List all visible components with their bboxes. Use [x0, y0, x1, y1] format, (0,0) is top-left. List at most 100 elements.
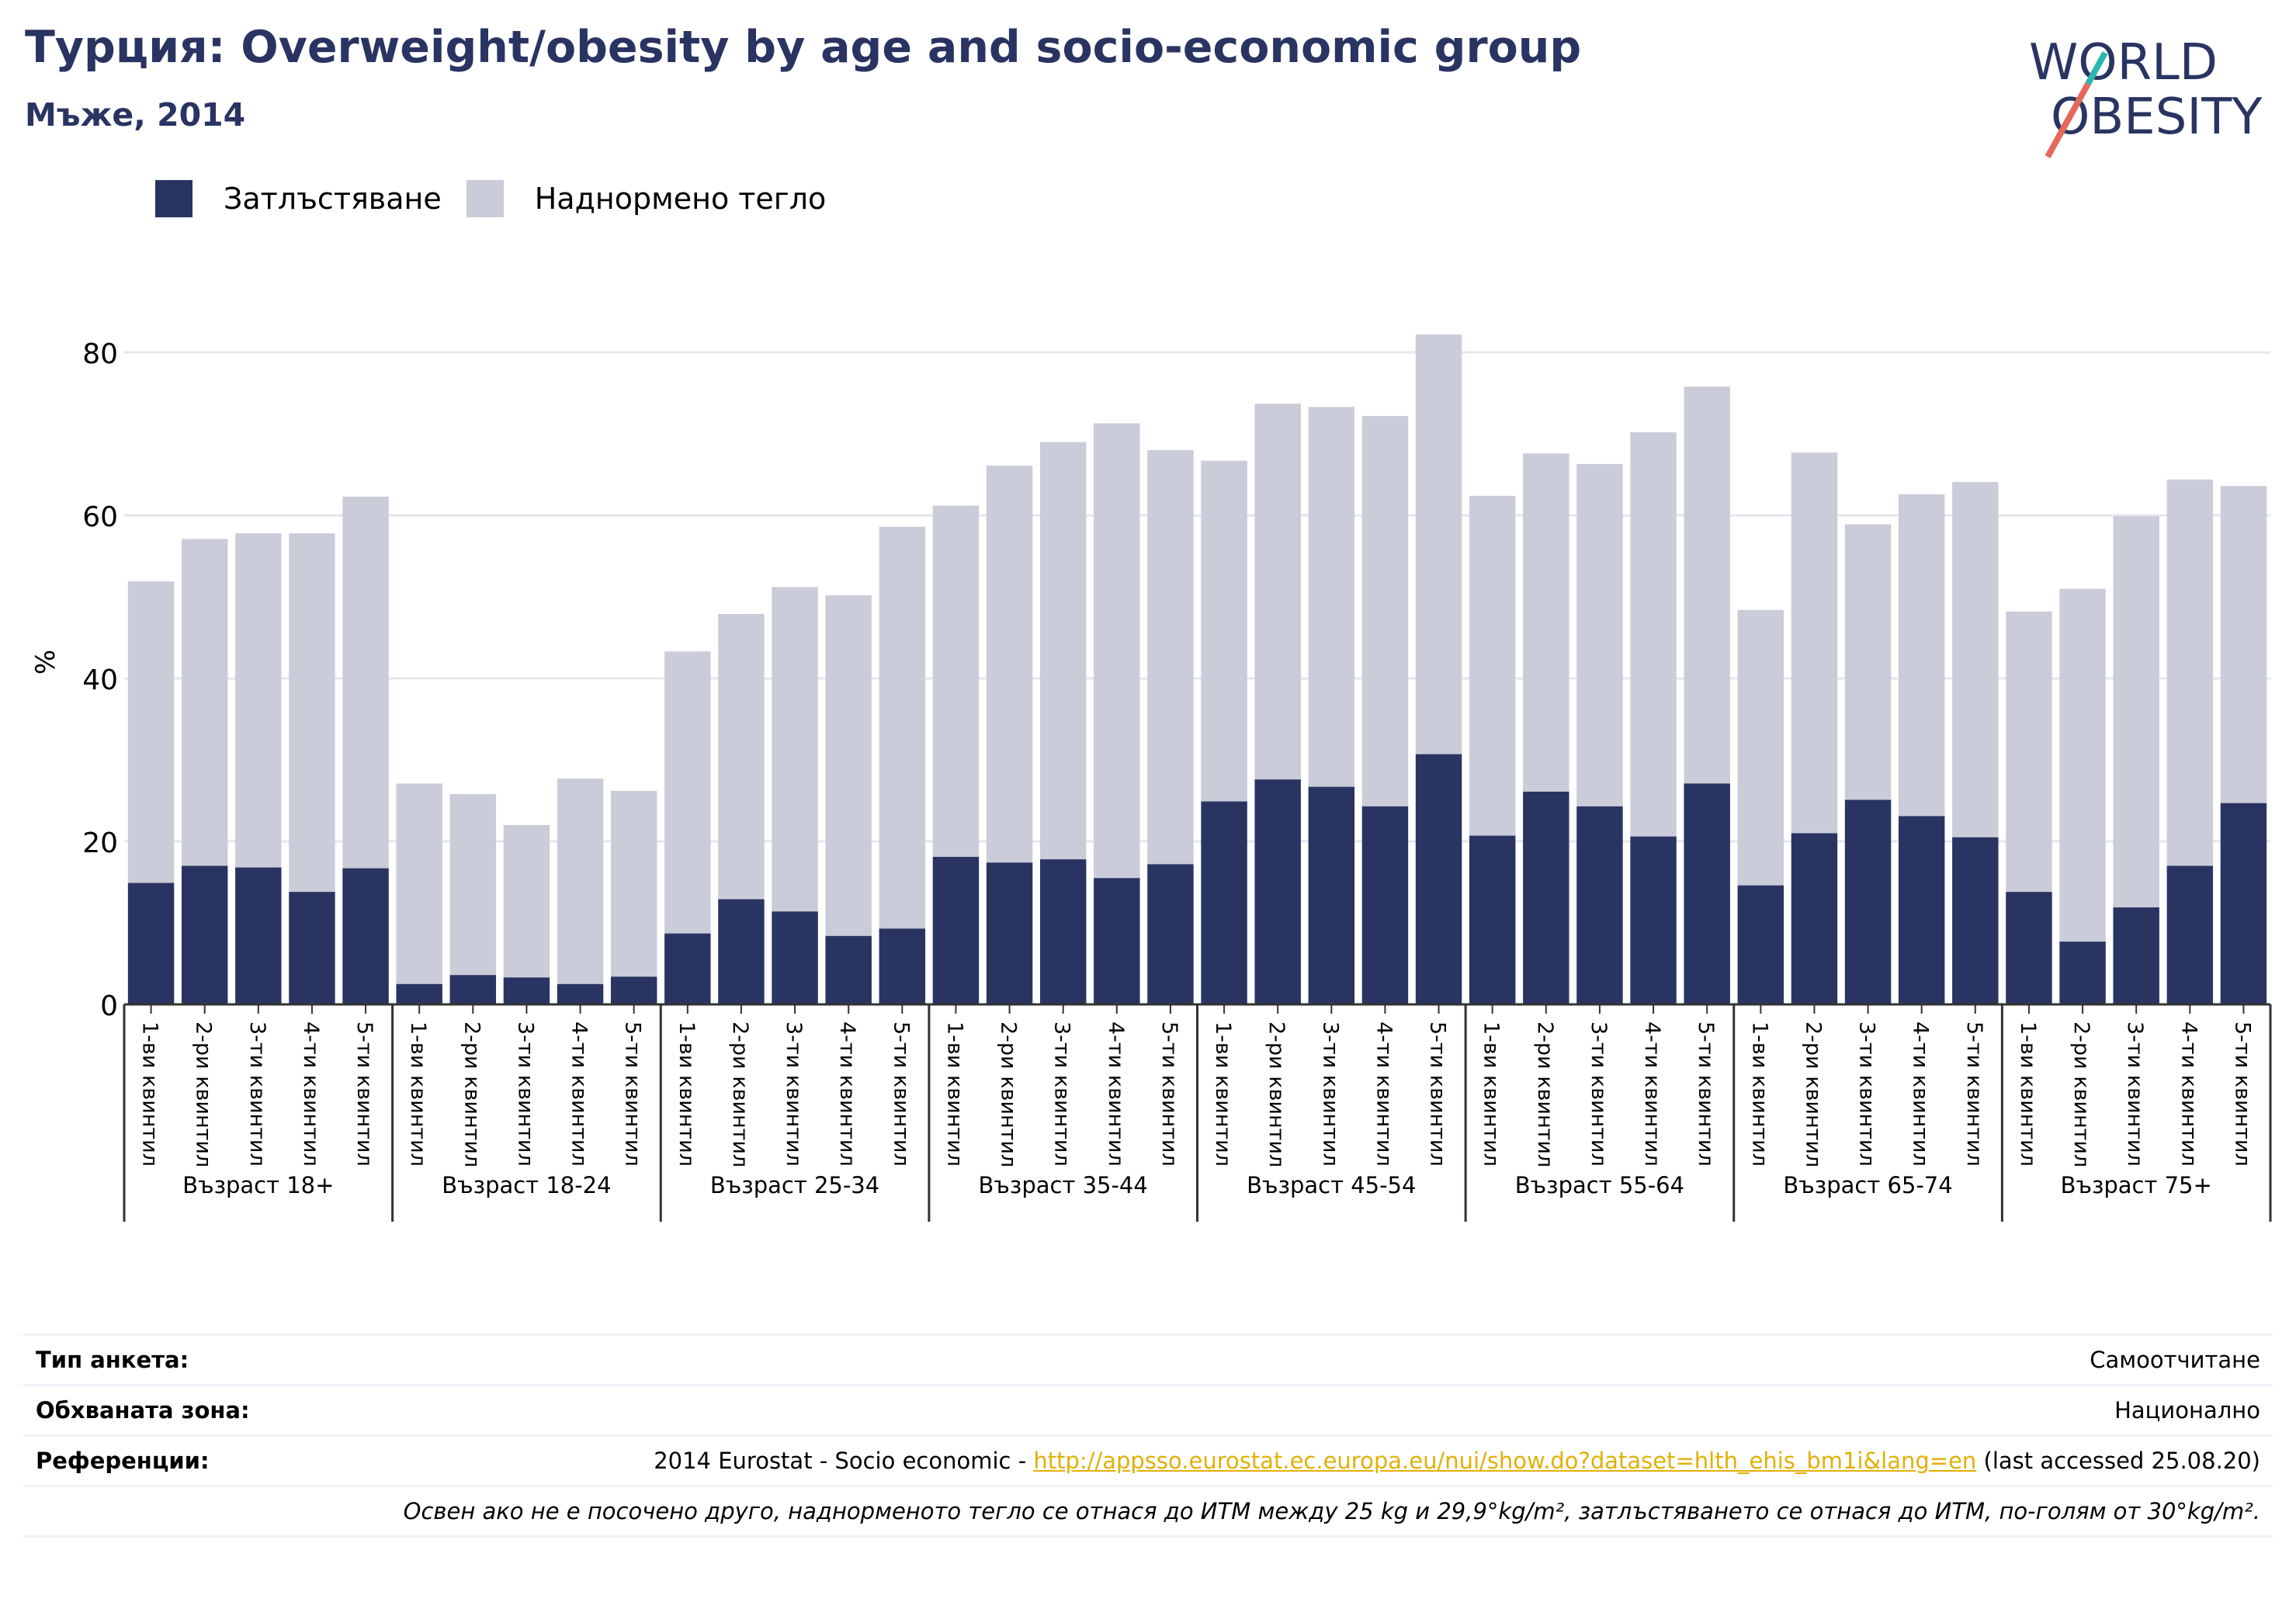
bar-obesity — [1630, 836, 1677, 1004]
y-axis-label: % — [30, 650, 61, 675]
bar-overweight — [503, 825, 550, 978]
bar-overweight — [879, 526, 926, 929]
world-obesity-logo: WORLD OBESITY — [2029, 34, 2263, 158]
footer-table: Тип анкета: Самоотчитане Обхваната зона:… — [23, 1333, 2273, 1538]
bar-obesity — [1952, 837, 1999, 1004]
bar-obesity — [2166, 865, 2214, 1004]
footer-row-coverage: Обхваната зона: Национално — [23, 1384, 2273, 1434]
group-label: Възраст 75+ — [2061, 1172, 2212, 1198]
x-tick-label: 5-ти квинтил — [1426, 1021, 1450, 1167]
bar-obesity — [1201, 801, 1247, 1004]
bar-overweight — [2059, 588, 2106, 942]
bar-overweight — [557, 779, 604, 984]
bar-obesity — [772, 911, 818, 1004]
bar-overweight — [1952, 481, 1999, 838]
bar-obesity — [396, 983, 442, 1004]
bar-overweight — [1308, 407, 1355, 787]
x-tick-label: 3-ти квинтил — [1587, 1021, 1611, 1167]
coverage-label: Обхваната зона: — [36, 1397, 250, 1424]
bar-overweight — [1147, 450, 1194, 865]
x-tick-label: 2-ри квинтил — [460, 1021, 484, 1167]
group-label: Възраст 25-34 — [710, 1172, 879, 1198]
bar-obesity — [503, 977, 550, 1004]
x-tick-label: 4-ти квинтил — [1909, 1021, 1933, 1167]
bar-overweight — [1684, 387, 1730, 784]
bar-overweight — [1201, 460, 1247, 802]
bar-obesity — [879, 928, 926, 1004]
references-link[interactable]: http://appsso.eurostat.ec.europa.eu/nui/… — [1033, 1448, 1977, 1474]
bar-obesity — [2113, 907, 2159, 1004]
bar-obesity — [1415, 754, 1462, 1004]
x-tick-label: 4-ти квинтил — [299, 1021, 323, 1167]
references-suffix: (last accessed 25.08.20) — [1976, 1448, 2261, 1474]
bar-obesity — [1147, 864, 1194, 1004]
bar-overweight — [1791, 453, 1838, 834]
group-label: Възраст 35-44 — [979, 1172, 1148, 1198]
bar-obesity — [718, 899, 765, 1004]
bar-obesity — [825, 935, 872, 1004]
x-tick-label: 2-ри квинтил — [2069, 1021, 2093, 1167]
x-tick-label: 3-ти квинтил — [513, 1021, 537, 1167]
stacked-bar-chart: 0 20 40 60 80% 1-ви квинтил 2-ри квинтил 3-ти к… — [30, 334, 2272, 1222]
bar-obesity — [1469, 835, 1516, 1004]
bar-obesity — [1254, 779, 1301, 1004]
logo-line2: OBESITY — [2051, 88, 2263, 146]
x-tick-label: 3-ти квинтил — [1318, 1021, 1342, 1167]
x-tick-label: 2-ри квинтил — [1801, 1021, 1825, 1167]
x-tick-label: 4-ти квинтил — [2176, 1021, 2201, 1167]
x-tick-label: 2-ри квинтил — [192, 1021, 216, 1167]
bar-overweight — [664, 651, 711, 934]
bar-overweight — [1576, 463, 1623, 806]
bar-obesity — [127, 883, 175, 1004]
bar-obesity — [1094, 878, 1140, 1004]
x-tick-label: 2-ри квинтил — [997, 1021, 1021, 1167]
bar-overweight — [1415, 334, 1462, 754]
legend-item-overweight: Наднормено тегло — [466, 180, 827, 217]
bar-overweight — [235, 533, 282, 868]
legend-label-obesity: Затлъстяване — [224, 182, 442, 216]
bar-obesity — [342, 868, 389, 1004]
x-tick-label: 4-ти квинтил — [1640, 1021, 1664, 1167]
x-tick-label: 5-ти квинтил — [621, 1021, 645, 1167]
y-tick-label: 20 — [82, 827, 118, 859]
bar-overweight — [127, 581, 175, 883]
y-tick-label: 0 — [100, 990, 118, 1022]
x-tick-label: 2-ри квинтил — [1264, 1021, 1288, 1167]
x-tick-label: 1-ви квинтил — [1211, 1021, 1235, 1167]
x-tick-label: 1-ви квинтил — [1479, 1021, 1503, 1167]
logo-line1: WORLD — [2029, 34, 2218, 92]
bar-overweight — [1898, 494, 1945, 817]
y-tick-label: 80 — [82, 338, 118, 370]
x-tick-label: 5-ти квинтил — [1962, 1021, 1986, 1167]
group-label: Възраст 45-54 — [1247, 1172, 1416, 1198]
coverage-value: Национално — [2114, 1397, 2260, 1424]
bar-overweight — [181, 539, 228, 866]
bar-overweight — [1039, 442, 1087, 860]
bar-obesity — [1523, 791, 1569, 1004]
legend-label-overweight: Наднормено тегло — [534, 182, 827, 216]
references-prefix: 2014 Eurostat - Socio economic - — [654, 1448, 1034, 1474]
bar-overweight — [1469, 495, 1516, 836]
survey-type-label: Тип анкета: — [36, 1347, 189, 1373]
chart-subtitle: Мъже, 2014 — [25, 96, 246, 134]
bar-obesity — [181, 865, 228, 1004]
bar-obesity — [1039, 859, 1087, 1004]
references-value: 2014 Eurostat - Socio economic - http://… — [654, 1448, 2260, 1474]
definition-note: Освен ако не е посочено друго, наднормен… — [403, 1498, 2260, 1524]
bar-obesity — [932, 856, 980, 1004]
legend-swatch-obesity — [155, 180, 192, 217]
bar-obesity — [2059, 942, 2106, 1004]
bar-obesity — [664, 933, 711, 1004]
bar-obesity — [1684, 783, 1730, 1004]
bar-overweight — [289, 533, 335, 893]
bar-obesity — [557, 983, 604, 1004]
bar-obesity — [235, 867, 282, 1004]
group-label: Възраст 55-64 — [1515, 1172, 1684, 1198]
bar-overweight — [396, 783, 442, 984]
bar-overweight — [1630, 432, 1677, 837]
bar-overweight — [449, 794, 497, 976]
bar-obesity — [1791, 833, 1838, 1004]
bar-overweight — [1094, 423, 1140, 879]
bar-overweight — [2113, 516, 2159, 908]
x-tick-label: 2-ри квинтил — [728, 1021, 752, 1167]
